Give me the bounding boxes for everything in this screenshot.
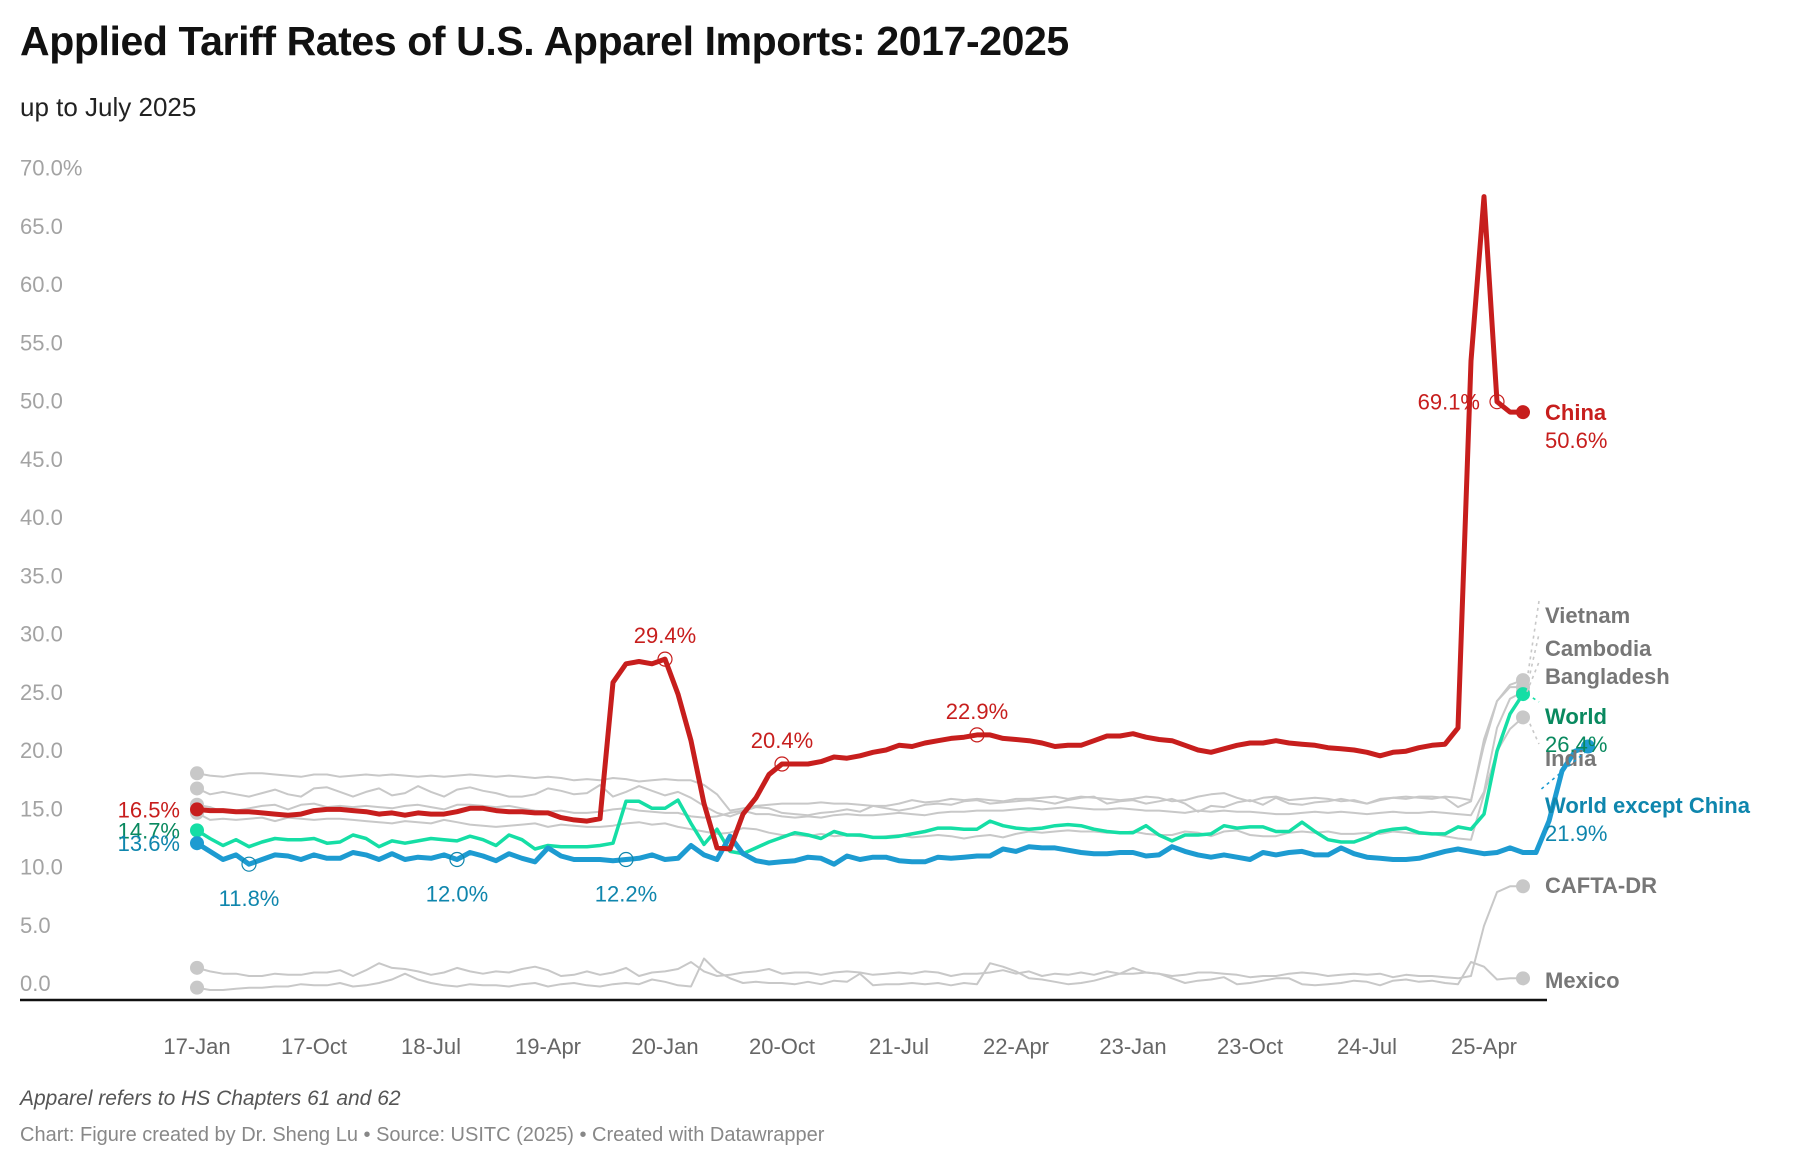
y-tick-label: 30.0 (20, 622, 63, 647)
y-tick-label: 70.0% (20, 156, 82, 181)
x-tick-label: 23-Oct (1217, 1034, 1283, 1059)
x-axis-ticks: 17-Jan 17-Oct 18-Jul 19-Apr 20-Jan 20-Oct 21-J… (163, 1034, 1517, 1059)
start-dot-world (190, 823, 204, 838)
end-label-bangladesh: Bangladesh (1545, 664, 1670, 689)
x-tick-label: 22-Apr (983, 1034, 1049, 1059)
series-line-world_except_china (194, 744, 1591, 867)
end-labels: Vietnam Cambodia Bangladesh India CAFTA-DR Me… (1526, 400, 1751, 993)
chart-subtitle: up to July 2025 (20, 92, 197, 122)
series-line-mexico (196, 957, 1524, 991)
y-tick-label: 0.0 (20, 971, 51, 996)
annotation-marker (774, 756, 790, 772)
other-series-lines (190, 673, 1530, 995)
chart-note: Apparel refers to HS Chapters 61 and 62 (20, 1087, 401, 1110)
annotation-label: 22.9% (946, 699, 1008, 724)
annotation-label: 29.4% (634, 623, 696, 648)
x-tick-label: 17-Oct (281, 1034, 347, 1059)
x-tick-label: 21-Jul (869, 1034, 929, 1059)
annotation-marker (657, 651, 673, 667)
end-label-india: India (1545, 746, 1597, 771)
end-dot-cafta_dr (1516, 879, 1530, 894)
annotation-marker (241, 856, 257, 872)
annotations: 16.5%14.7%13.6% 11.8% 12.0% 12.2% 29.4% 20.4%… (118, 390, 1505, 911)
y-tick-label: 35.0 (20, 563, 63, 588)
end-label-cafta_dr: CAFTA-DR (1545, 873, 1657, 898)
start-dot-china (190, 802, 204, 817)
end-label-china: China (1545, 400, 1607, 425)
annotation-label: 16.5% (118, 797, 180, 822)
annotation-label: 12.2% (595, 882, 657, 907)
x-tick-label: 17-Jan (163, 1034, 230, 1059)
chart-footer: Chart: Figure created by Dr. Sheng Lu • … (20, 1124, 825, 1146)
annotation-label: 11.8% (219, 886, 280, 911)
x-tick-label: 19-Apr (515, 1034, 581, 1059)
y-tick-label: 40.0 (20, 505, 63, 530)
highlight-series-lines (190, 194, 1595, 867)
start-dot-cafta_dr (190, 960, 204, 975)
y-tick-label: 10.0 (20, 855, 63, 880)
series-line-vietnam (196, 679, 1524, 812)
end-dot-world_except_china (1581, 739, 1595, 754)
start-dot-world_except_china (190, 836, 204, 851)
start-dot-mexico (190, 980, 204, 995)
end-label-world: World (1545, 704, 1607, 729)
y-tick-label: 5.0 (20, 913, 51, 938)
series-line-china (194, 194, 1526, 852)
end-dot-india (1516, 710, 1530, 725)
series-line-bangladesh (196, 690, 1524, 819)
label-connector-world (1526, 693, 1540, 703)
label-connector-world_except_china (1538, 745, 1593, 792)
end-dot-world (1516, 687, 1530, 702)
x-tick-label: 25-Apr (1451, 1034, 1517, 1059)
y-tick-label: 45.0 (20, 447, 63, 472)
annotation-marker (969, 727, 985, 743)
annotation-label: 20.4% (751, 728, 813, 753)
annotation-marker (618, 851, 634, 868)
y-axis-ticks: 0.0 5.0 10.0 15.0 20.0 25.0 30.0 35.0 40.0 45.0 50… (20, 156, 82, 997)
label-connector-india (1526, 717, 1540, 745)
annotation-label: 12.0% (426, 882, 488, 907)
end-value-china: 50.6% (1545, 428, 1607, 453)
end-value-world: 26.4% (1545, 732, 1607, 757)
start-dot-vietnam (190, 766, 204, 781)
annotation-marker (1489, 394, 1505, 410)
end-label-vietnam: Vietnam (1545, 603, 1630, 628)
end-value-world_except_china: 21.9% (1545, 821, 1607, 846)
start-dot-cambodia (190, 781, 204, 796)
y-tick-label: 15.0 (20, 796, 63, 821)
label-connector-bangladesh (1526, 661, 1540, 693)
y-tick-label: 65.0 (20, 214, 63, 239)
label-connector-cambodia (1526, 633, 1540, 688)
annotation-marker (449, 851, 465, 868)
x-tick-label: 20-Oct (749, 1034, 815, 1059)
y-tick-label: 55.0 (20, 330, 63, 355)
series-line-world (195, 692, 1525, 856)
y-tick-label: 20.0 (20, 738, 63, 763)
label-connector-vietnam (1526, 600, 1540, 681)
end-label-mexico: Mexico (1545, 968, 1620, 993)
annotation-label: 13.6% (118, 831, 180, 856)
end-label-world_except_china: World except China (1545, 793, 1751, 818)
x-tick-label: 23-Jan (1099, 1034, 1166, 1059)
annotation-label: 14.7% (118, 818, 180, 843)
end-label-cambodia: Cambodia (1545, 636, 1652, 661)
series-line-cambodia (196, 686, 1524, 818)
y-tick-label: 50.0 (20, 389, 63, 414)
series-line-cafta_dr (196, 885, 1524, 980)
series-line-india (196, 716, 1524, 841)
annotation-label: 69.1% (1418, 390, 1480, 415)
y-tick-label: 60.0 (20, 272, 63, 297)
end-dot-mexico (1516, 971, 1530, 986)
x-tick-label: 24-Jul (1337, 1034, 1397, 1059)
x-tick-label: 20-Jan (631, 1034, 698, 1059)
end-dot-china (1516, 405, 1530, 420)
y-tick-label: 25.0 (20, 680, 63, 705)
x-tick-label: 18-Jul (401, 1034, 461, 1059)
chart-title: Applied Tariff Rates of U.S. Apparel Imp… (20, 18, 1069, 64)
